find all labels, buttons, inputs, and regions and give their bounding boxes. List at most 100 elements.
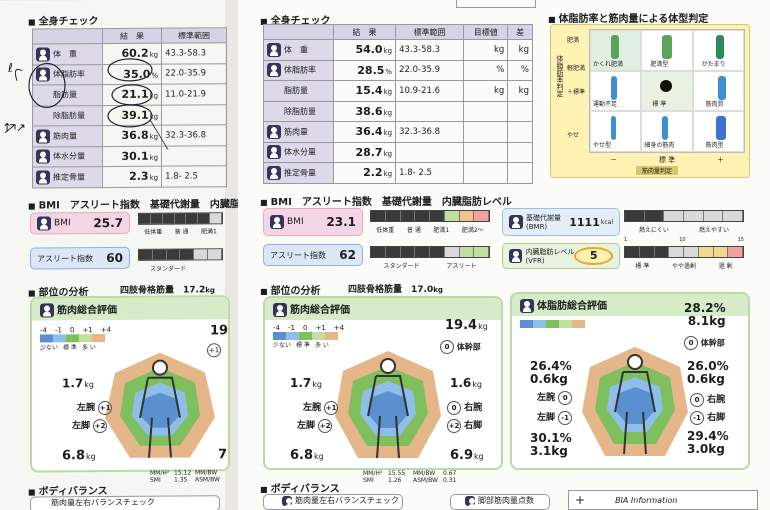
fat-trunk-label: 0 体幹部 xyxy=(684,336,725,350)
right-section-title: 全身チェック xyxy=(260,12,331,27)
muscle-icon xyxy=(40,303,54,318)
right-athlete-box: アスリート指数 62 xyxy=(263,244,363,266)
vfr-scale: 標 準やや過剰過 剰 xyxy=(635,263,733,270)
fat-rarm: 26.0% 0.6kg xyxy=(687,359,729,386)
type-axis-x: －標 準＋ xyxy=(609,156,725,164)
left-smi-labels: MM/H² SMI xyxy=(150,469,170,484)
type-row-label: 軽肥満 xyxy=(567,65,586,72)
type-cell: 筋肉質 xyxy=(692,70,744,112)
right-legend: -4 -1 0 +1 +4 少ない標 準多 い xyxy=(273,324,345,349)
left-bmi-section: BMI アスリート指数 基礎代謝量 内臓脂肪 xyxy=(28,195,250,212)
organ-icon xyxy=(509,249,523,263)
bone-icon xyxy=(267,165,281,180)
leg-icon xyxy=(465,495,476,509)
fat-rarm-label: 0 右腕 xyxy=(690,392,725,407)
fat-rleg-label: -1 右脚 xyxy=(690,410,725,425)
table-row: 脂肪量 15.4kg 10.9-21.6 kg kg xyxy=(263,80,533,102)
scale-icon xyxy=(267,42,281,57)
right-rleg-value: 6.9kg xyxy=(450,448,484,463)
right-larm-value: 1.7kg xyxy=(290,376,322,390)
fat-trunk: 28.2% 8.1kg xyxy=(684,301,726,328)
left-leg-value: 6.8kg xyxy=(62,448,96,464)
right-lleg-label: 左脚 +2 xyxy=(297,418,333,433)
right-athlete-scale: スタンダード アスリート xyxy=(383,263,477,270)
fat-body-radar xyxy=(582,347,688,456)
right-bmi-section: BMI アスリート指数 基礎代謝量 内臓脂肪レベル xyxy=(260,193,512,208)
left-arm-label: 左腕 +1 xyxy=(77,400,113,415)
right-muscle-panel: 筋肉総合評価 -4 -1 0 +1 +4 少ない標 準多 い 19.4kg 0 体幹部 … xyxy=(263,296,503,470)
handwritten-annotations xyxy=(4,58,181,151)
bia-info-box: + BIA Information xyxy=(568,490,758,510)
left-bmi-scale: 低体重普 通肥満1 xyxy=(144,228,217,236)
right-smi-labels: MM/H² SMI xyxy=(363,470,383,484)
left-asm-labels: MM/BW ASM/BW xyxy=(195,469,220,484)
bmr-box: 基礎代謝量 (BMR) 1111 kcal xyxy=(502,208,620,236)
body-type-panel: 体脂肪率判定 肥満 軽肥満 ＋標準 やせ かくれ肥満 肥満型 かたまり 運動不足… xyxy=(550,24,750,178)
vfr-marks: 1 10 15 xyxy=(624,237,744,243)
table-row: 除脂肪量 38.6kg xyxy=(263,100,533,122)
right-rleg-label: +2 右脚 xyxy=(447,418,482,433)
right-bmi-box: BMI 23.1 xyxy=(263,208,363,236)
hand-note: ℓ xyxy=(8,60,13,75)
water-icon xyxy=(267,145,281,160)
figure-icon xyxy=(662,35,673,59)
type-row-label: ＋標準 xyxy=(567,89,586,96)
scale-icon xyxy=(282,495,293,509)
fat-larm: 26.4% 0.6kg xyxy=(530,359,572,386)
right-limb-muscle: 四肢骨格筋量 17.0kg xyxy=(348,285,443,295)
right-body-radar xyxy=(335,351,441,459)
body-type-title: 体脂肪率と筋肉量による体型判定 xyxy=(548,10,709,25)
type-row-label: やせ xyxy=(567,132,580,139)
type-cell: やせ型 xyxy=(590,111,642,152)
right-col-result: 結 果 xyxy=(332,24,397,40)
water-icon xyxy=(36,149,50,164)
table-row: 体脂肪率 28.5% 22.0-35.9%% xyxy=(263,59,533,81)
right-bmi-bar xyxy=(370,210,490,222)
fat-lleg-label: 左脚 -1 xyxy=(537,410,573,425)
table-row: 体 重 54.0kg 43.3-58.3 kg kg xyxy=(263,39,533,61)
left-right-leg-value: 7 xyxy=(218,447,228,463)
right-part-section: 部位の分析 xyxy=(260,282,321,297)
body-fat-icon xyxy=(267,63,281,78)
right-balance-check: 筋肉量左右バランスチェック xyxy=(263,494,403,510)
type-cell-current: 標 準 xyxy=(641,70,693,112)
left-trunk-value: 19 xyxy=(210,323,229,339)
type-cell: かたまり xyxy=(692,30,744,71)
body-type-grid: かくれ肥満 肥満型 かたまり 運動不足 標 準 筋肉質 やせ型 細身の筋肉 筋肉… xyxy=(589,29,745,153)
right-lleg-value: 6.8kg xyxy=(290,448,324,463)
right-asm-values: 0.67 0.31 xyxy=(443,470,457,484)
right-smi-values: 15.55 1.26 xyxy=(388,470,406,484)
fat-panel: 体脂肪総合評価 28.2% 8.1kg 0 体幹部 26.4% 0.6kg 26.0… xyxy=(510,292,750,470)
figure-icon xyxy=(611,116,616,141)
right-col-diff: 差 xyxy=(507,24,533,40)
left-limb-muscle: 四肢骨格筋量 17.2kg xyxy=(120,285,215,296)
fat-larm-label: 左腕 0 xyxy=(537,390,573,405)
fat-lleg: 30.1% 3.1kg xyxy=(530,431,572,458)
type-row-label: 肥満 xyxy=(567,37,580,44)
figure-icon xyxy=(715,35,724,59)
fat-rleg: 29.4% 3.0kg xyxy=(687,429,729,456)
left-section-title: 全身チェック xyxy=(28,12,99,27)
table-row: 筋肉量 36.4kg 32.3-36.8 xyxy=(263,121,533,143)
figure-icon xyxy=(662,116,669,141)
right-larm-label: 左腕 +1 xyxy=(303,400,339,415)
table-row: 推定骨量 2.3kg 1.8- 2.5 xyxy=(32,165,227,188)
person-icon xyxy=(37,216,51,231)
type-cell: 細身の筋肉 xyxy=(641,111,693,152)
right-body-table: 結 果標準範囲 目標値差 体 重 54.0kg 43.3-58.3 kg kg 体脂肪率 2… xyxy=(263,24,533,184)
left-smi-values: 15.12 1.35 xyxy=(174,469,192,484)
figure-icon xyxy=(611,35,619,59)
right-rarm-label: 0 右腕 xyxy=(447,400,482,415)
right-trunk-value: 19.4kg xyxy=(445,318,488,333)
figure-icon xyxy=(717,75,726,100)
bmr-bar xyxy=(624,210,744,222)
flame-icon xyxy=(509,215,523,229)
left-leg-label: 左脚 +2 xyxy=(72,418,108,433)
current-marker-icon xyxy=(660,79,673,92)
left-athlete-box: アスリート指数 60 xyxy=(30,246,130,270)
type-axis-y: 体脂肪率判定 xyxy=(556,55,564,97)
person-icon xyxy=(270,215,284,229)
left-athlete-scale: スタンダード xyxy=(150,265,187,273)
right-trunk-label: 0 体幹部 xyxy=(440,340,481,354)
